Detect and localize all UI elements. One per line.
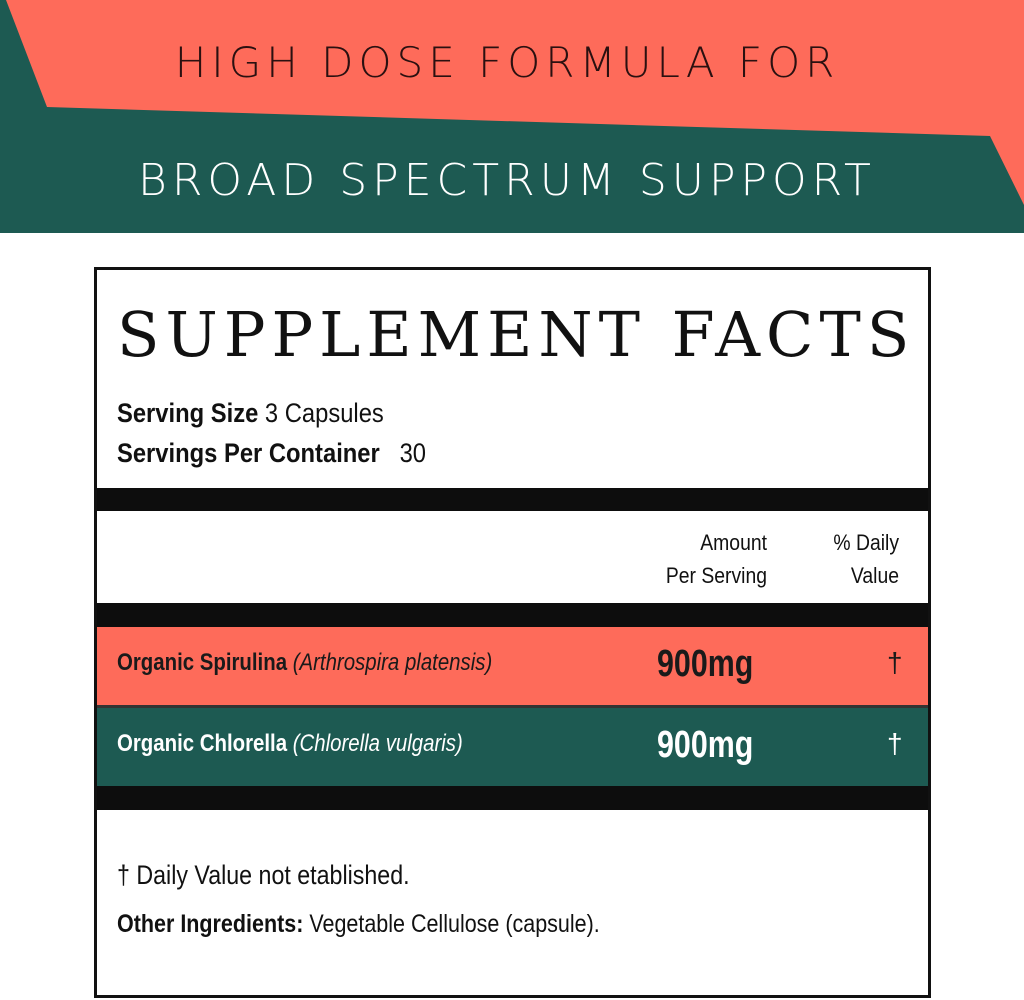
divider-bar — [97, 786, 928, 810]
row-divider — [97, 705, 928, 708]
amount-header: Amount Per Serving — [600, 526, 767, 592]
banner-line-2: BROAD SPECTRUM SUPPORT — [138, 155, 876, 206]
other-ingredients: Other Ingredients: Vegetable Cellulose (… — [117, 910, 600, 938]
divider-bar — [97, 488, 928, 511]
ingredient-amount: 900mg — [657, 643, 754, 685]
servings-per-container-value: 30 — [399, 438, 427, 468]
amount-header-line2: Per Serving — [665, 563, 767, 588]
amount-header-line1: Amount — [700, 530, 767, 555]
daily-value-header: % Daily Value — [765, 526, 899, 592]
servings-per-container-label: Servings Per Container — [117, 438, 380, 468]
serving-size: Serving Size 3 Capsules — [117, 398, 384, 429]
servings-per-container: Servings Per Container 30 — [117, 438, 426, 469]
ingredient-row-spirulina: Organic Spirulina (Arthrospira platensis… — [97, 627, 928, 705]
panel-title: SUPPLEMENT FACTS — [117, 298, 916, 371]
banner: HIGH DOSE FORMULA FOR BROAD SPECTRUM SUP… — [0, 0, 1024, 233]
ingredient-amount: 900mg — [657, 724, 754, 766]
supplement-facts-panel: SUPPLEMENT FACTS Serving Size 3 Capsules… — [94, 267, 931, 998]
ingredient-name: Organic Chlorella (Chlorella vulgaris) — [117, 730, 463, 757]
ingredient-row-chlorella: Organic Chlorella (Chlorella vulgaris) 9… — [97, 708, 928, 786]
banner-shapes — [6, 0, 1024, 205]
dv-header-line2: Value — [850, 563, 899, 588]
dv-header-line1: % Daily — [833, 530, 899, 555]
divider-bar — [97, 603, 928, 627]
banner-line-1: HIGH DOSE FORMULA FOR — [174, 38, 840, 87]
dagger-mark: † — [887, 728, 903, 759]
dagger-mark: † — [887, 647, 903, 678]
serving-size-label: Serving Size — [117, 398, 259, 428]
ingredient-name: Organic Spirulina (Arthrospira platensis… — [117, 649, 493, 676]
serving-size-value: 3 Capsules — [264, 398, 384, 428]
footnote: † Daily Value not etablished. — [117, 860, 410, 890]
